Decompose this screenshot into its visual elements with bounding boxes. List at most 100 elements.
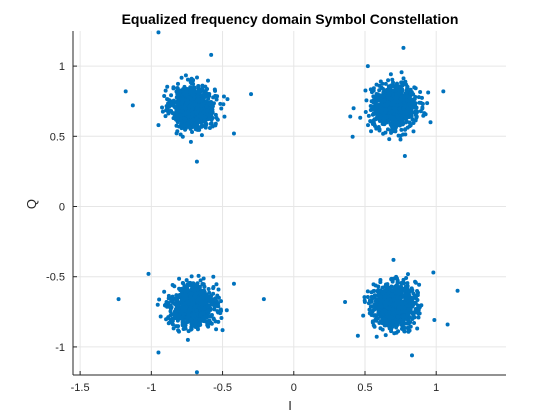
- data-point: [404, 120, 409, 125]
- data-point: [195, 127, 200, 132]
- data-point: [403, 79, 408, 84]
- data-point: [358, 115, 363, 120]
- data-point: [394, 94, 399, 99]
- data-point: [379, 311, 384, 316]
- data-point: [171, 326, 176, 331]
- y-ticks: -1 -0.5 0 0.5 1: [46, 61, 77, 354]
- data-point: [219, 299, 224, 304]
- data-point: [155, 302, 160, 307]
- data-point: [204, 104, 209, 109]
- data-point: [370, 104, 375, 109]
- data-point: [211, 286, 216, 291]
- data-point: [175, 316, 180, 321]
- data-point: [392, 100, 397, 104]
- data-point: [380, 107, 385, 112]
- data-point: [368, 119, 373, 124]
- data-point: [183, 92, 188, 97]
- data-point: [401, 132, 406, 137]
- data-point: [365, 289, 370, 294]
- data-point: [202, 115, 207, 120]
- data-point: [445, 322, 450, 327]
- data-point: [167, 104, 172, 109]
- data-point: [394, 103, 399, 108]
- data-point: [220, 328, 225, 333]
- data-point: [409, 114, 414, 119]
- data-point: [207, 115, 212, 120]
- data-point: [377, 305, 382, 310]
- data-point: [200, 282, 205, 287]
- data-point: [455, 288, 460, 293]
- data-point: [384, 119, 389, 124]
- data-point: [192, 102, 197, 107]
- data-point: [391, 116, 396, 121]
- data-point: [405, 85, 410, 90]
- data-point: [378, 294, 383, 299]
- data-point: [130, 103, 135, 108]
- data-point: [196, 296, 201, 301]
- data-point: [198, 312, 203, 317]
- data-point: [386, 78, 391, 83]
- data-point: [156, 123, 161, 128]
- data-point: [389, 329, 394, 334]
- data-point: [404, 276, 409, 281]
- data-point: [369, 294, 374, 299]
- data-point: [395, 295, 400, 300]
- data-point: [184, 292, 189, 297]
- data-point: [399, 127, 404, 132]
- data-point: [405, 312, 410, 317]
- data-point: [214, 327, 219, 332]
- data-point: [218, 101, 223, 106]
- data-point: [216, 304, 221, 309]
- data-point: [393, 128, 398, 133]
- data-point: [396, 305, 401, 310]
- data-point: [175, 81, 180, 86]
- data-point: [181, 281, 186, 286]
- data-point: [185, 77, 190, 82]
- data-point: [425, 101, 430, 106]
- data-point: [213, 319, 218, 324]
- data-point: [365, 64, 370, 69]
- data-point: [219, 316, 224, 321]
- data-point: [213, 88, 218, 93]
- data-point: [369, 129, 374, 134]
- data-point: [207, 290, 212, 295]
- data-point: [410, 98, 415, 103]
- data-point: [393, 322, 398, 327]
- data-point: [390, 315, 395, 320]
- x-tick-label: 0: [291, 382, 297, 394]
- data-point: [398, 110, 403, 115]
- data-point: [383, 81, 388, 86]
- data-point: [420, 105, 425, 110]
- data-point: [183, 106, 188, 111]
- data-point: [405, 325, 410, 330]
- data-point: [378, 302, 383, 307]
- data-point: [178, 97, 183, 101]
- data-point: [412, 300, 417, 305]
- data-point: [392, 108, 397, 113]
- data-point: [432, 317, 437, 322]
- data-point: [185, 337, 190, 342]
- data-point: [387, 301, 392, 306]
- data-point: [171, 86, 176, 91]
- data-point: [390, 292, 395, 297]
- data-point: [413, 112, 418, 117]
- data-point: [392, 331, 397, 336]
- data-point: [384, 311, 389, 316]
- data-point: [401, 76, 406, 81]
- data-point: [172, 301, 177, 306]
- data-point: [169, 299, 174, 304]
- data-point: [222, 114, 227, 119]
- data-point: [170, 103, 175, 108]
- data-point: [209, 313, 214, 318]
- data-point: [416, 315, 421, 320]
- data-point: [374, 334, 379, 339]
- data-point: [399, 295, 404, 300]
- data-point: [197, 321, 202, 326]
- data-point: [146, 271, 151, 276]
- data-point: [403, 321, 408, 326]
- data-point: [160, 109, 165, 114]
- data-point: [190, 117, 195, 122]
- data-point: [426, 90, 431, 95]
- data-point: [123, 89, 128, 94]
- data-point: [165, 84, 170, 89]
